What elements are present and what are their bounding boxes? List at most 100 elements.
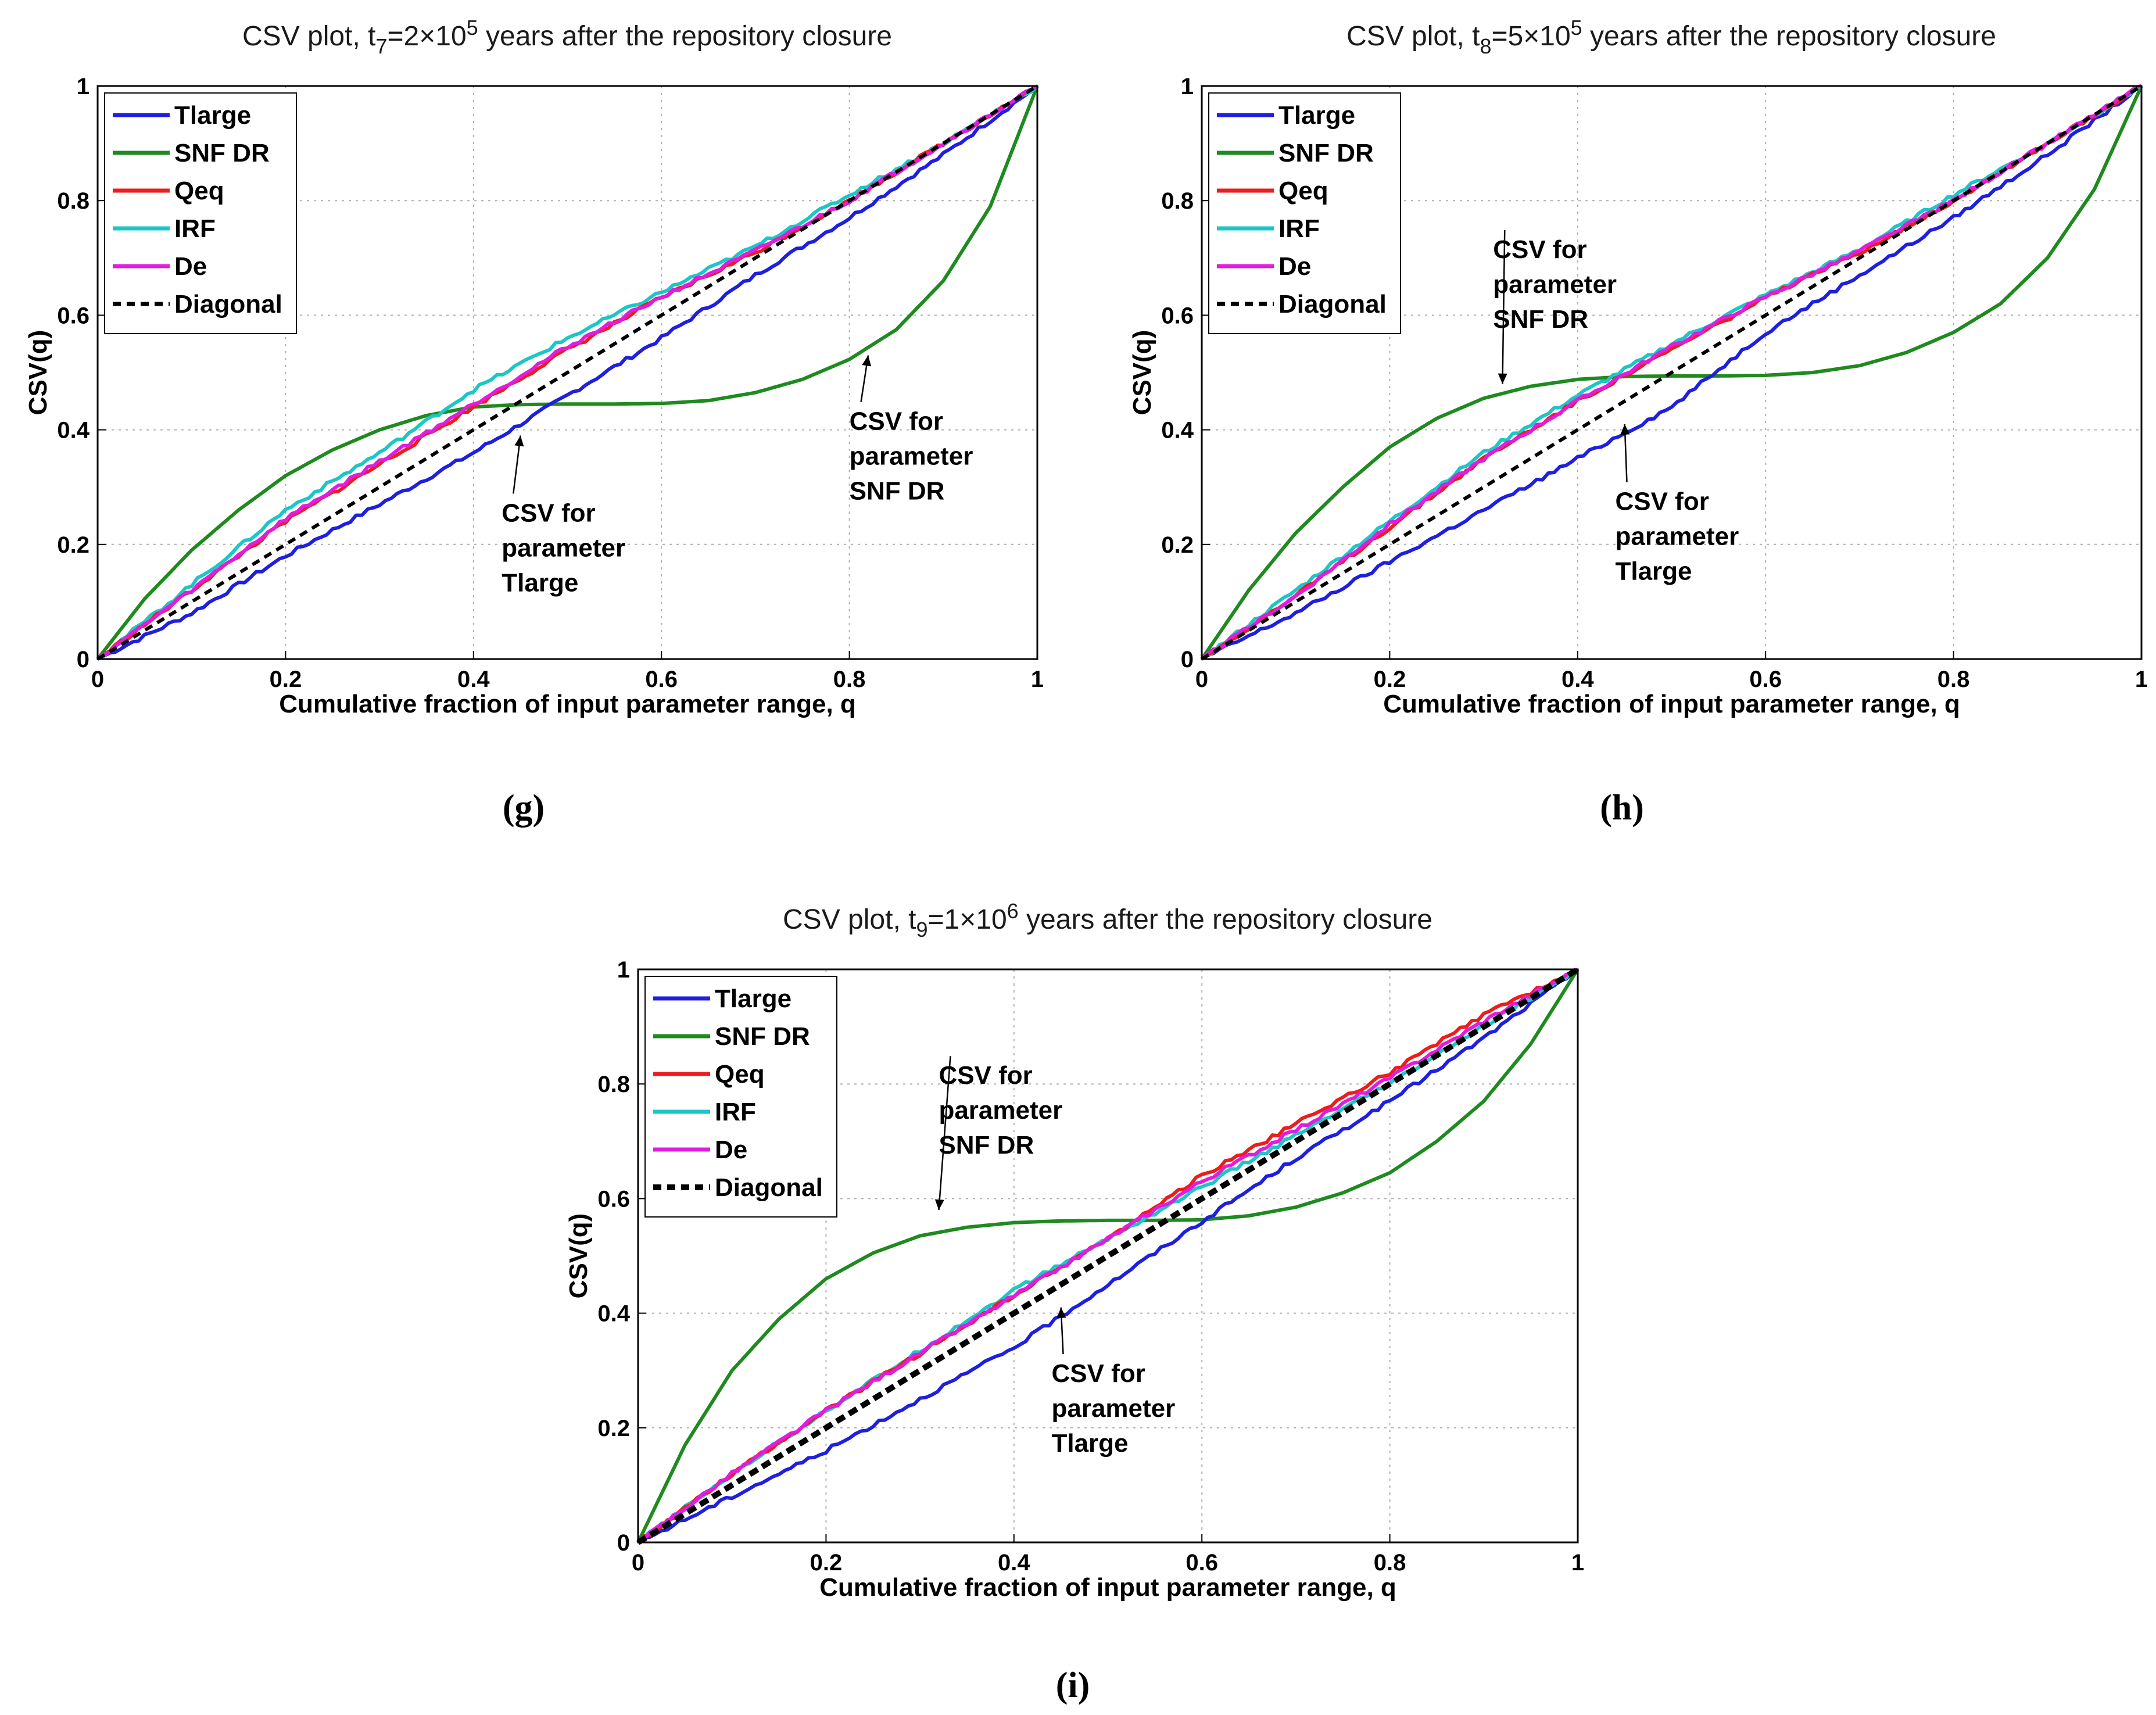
legend-label: IRF <box>715 1098 756 1126</box>
annotation-line: parameter <box>1493 270 1617 299</box>
y-tick-label: 0.6 <box>1161 303 1194 328</box>
annotation-line: SNF DR <box>1493 305 1588 334</box>
y-tick-label: 1 <box>77 74 89 99</box>
x-tick-label: 0.6 <box>645 667 678 692</box>
chart-2: CSV plot, t8=5×105 years after the repos… <box>1128 16 2148 718</box>
x-axis-label: Cumulative fraction of input parameter r… <box>279 690 856 718</box>
y-tick-label: 0 <box>77 647 89 672</box>
legend-label: Tlarge <box>174 101 251 130</box>
series-tlarge-line <box>637 968 1579 1544</box>
x-tick-label: 0.4 <box>998 1550 1030 1576</box>
y-tick-label: 0.8 <box>57 188 89 214</box>
x-tick-label: 1 <box>1571 1550 1584 1576</box>
chart-title: CSV plot, t7=2×105 years after the repos… <box>242 16 892 58</box>
axes-frame <box>637 968 1579 1544</box>
series-de-line <box>1200 84 2142 661</box>
y-tick-label: 0.4 <box>1161 418 1194 443</box>
y-tick-label: 0.2 <box>57 532 89 558</box>
series-snf-dr-line <box>636 968 1580 1544</box>
x-tick-label: 0.2 <box>270 667 302 692</box>
annotation: CSV for parameter Tlarge <box>1051 1307 1175 1458</box>
x-tick-label: 0 <box>1195 667 1208 692</box>
axes-frame <box>96 85 1038 660</box>
legend-label: IRF <box>174 214 216 243</box>
x-tick-label: 0.6 <box>1749 667 1782 692</box>
panel-label: (g) <box>503 788 545 828</box>
x-tick-label: 0.8 <box>1937 667 1970 692</box>
legend-label: SNF DR <box>715 1022 810 1051</box>
y-tick-label: 0.6 <box>57 303 89 328</box>
y-tick-label: 0.4 <box>597 1301 630 1327</box>
x-tick-label: 0.4 <box>1562 667 1594 692</box>
y-tick-label: 0.8 <box>1161 188 1194 214</box>
legend-label: De <box>1278 252 1311 281</box>
x-tick-label: 0.2 <box>1374 667 1406 692</box>
legend-label: IRF <box>1278 214 1320 243</box>
y-tick-label: 0.4 <box>57 418 89 443</box>
x-axis-label: Cumulative fraction of input parameter r… <box>819 1573 1396 1602</box>
x-tick-label: 0 <box>632 1550 644 1576</box>
y-tick-label: 0.2 <box>597 1416 630 1441</box>
annotation-line: Tlarge <box>1615 557 1692 586</box>
x-tick-label: 0.4 <box>457 667 490 692</box>
legend-label: Tlarge <box>1278 101 1355 130</box>
legend-box <box>104 92 297 334</box>
annotation: CSV for parameter Tlarge <box>502 435 625 597</box>
annotation-line: CSV for <box>1493 235 1586 264</box>
legend-label: Diagonal <box>715 1173 823 1202</box>
y-tick-label: 0 <box>1181 647 1194 672</box>
legend-label: SNF DR <box>174 139 270 167</box>
panel-label: (h) <box>1600 788 1644 828</box>
series-irf-line <box>96 84 1039 661</box>
annotation-arrowhead <box>1620 424 1630 435</box>
annotation-line: CSV for <box>502 499 595 527</box>
annotation: CSV for parameter SNF DR <box>850 355 973 506</box>
annotation-arrow <box>938 1056 951 1211</box>
y-tick-label: 0.8 <box>597 1072 630 1097</box>
annotation-line: CSV for <box>1051 1359 1145 1388</box>
x-tick-label: 0.8 <box>833 667 866 692</box>
annotation-arrowhead <box>862 355 872 367</box>
annotation-line: parameter <box>1615 522 1739 551</box>
legend-label: Diagonal <box>1278 290 1387 318</box>
series-de-line <box>637 968 1579 1544</box>
series-snf-dr-line <box>96 85 1039 660</box>
y-tick-label: 1 <box>617 957 630 983</box>
annotation-arrowhead <box>514 435 524 447</box>
legend-label: Qeq <box>1278 177 1328 205</box>
legend: Tlarge SNF DR Qeq IRF De Diagonal <box>644 976 837 1218</box>
axes-frame <box>1201 85 2143 660</box>
panel-label: (i) <box>1056 1666 1090 1705</box>
legend-label: De <box>715 1136 747 1164</box>
series-diagonal-line <box>1201 84 2143 661</box>
annotation-arrowhead <box>934 1199 944 1211</box>
annotation: CSV for parameter SNF DR <box>1493 230 1617 384</box>
series-tlarge-line <box>96 84 1038 661</box>
chart-3: CSV plot, t9=1×106 years after the repos… <box>564 899 1584 1602</box>
series-de-line <box>96 84 1038 661</box>
annotation: CSV for parameter SNF DR <box>934 1056 1062 1211</box>
chart-1: CSV plot, t7=2×105 years after the repos… <box>24 16 1044 718</box>
legend-box <box>1208 92 1401 334</box>
legend: Tlarge SNF DR Qeq IRF De Diagonal <box>1208 92 1401 334</box>
legend-label: Qeq <box>715 1060 765 1089</box>
annotation-line: parameter <box>502 534 625 562</box>
x-tick-label: 1 <box>1031 667 1044 692</box>
annotation-line: SNF DR <box>850 477 945 506</box>
annotation-line: CSV for <box>850 407 943 436</box>
x-tick-label: 1 <box>2135 667 2148 692</box>
legend-label: De <box>174 252 207 281</box>
y-axis-label: CSV(q) <box>1128 330 1156 416</box>
x-tick-label: 0 <box>91 667 104 692</box>
annotation-arrowhead <box>1498 373 1507 384</box>
x-tick-label: 0.2 <box>810 1550 843 1576</box>
chart-title: CSV plot, t8=5×105 years after the repos… <box>1346 16 1996 58</box>
annotation-line: CSV for <box>1615 488 1709 516</box>
series-snf-dr-line <box>1200 85 2143 660</box>
legend-label: SNF DR <box>1278 139 1374 167</box>
annotation-line: CSV for <box>939 1061 1032 1090</box>
annotation-line: parameter <box>1051 1394 1175 1423</box>
y-tick-label: 0.2 <box>1161 532 1194 558</box>
legend-label: Qeq <box>174 177 224 205</box>
legend: Tlarge SNF DR Qeq IRF De Diagonal <box>104 92 297 334</box>
